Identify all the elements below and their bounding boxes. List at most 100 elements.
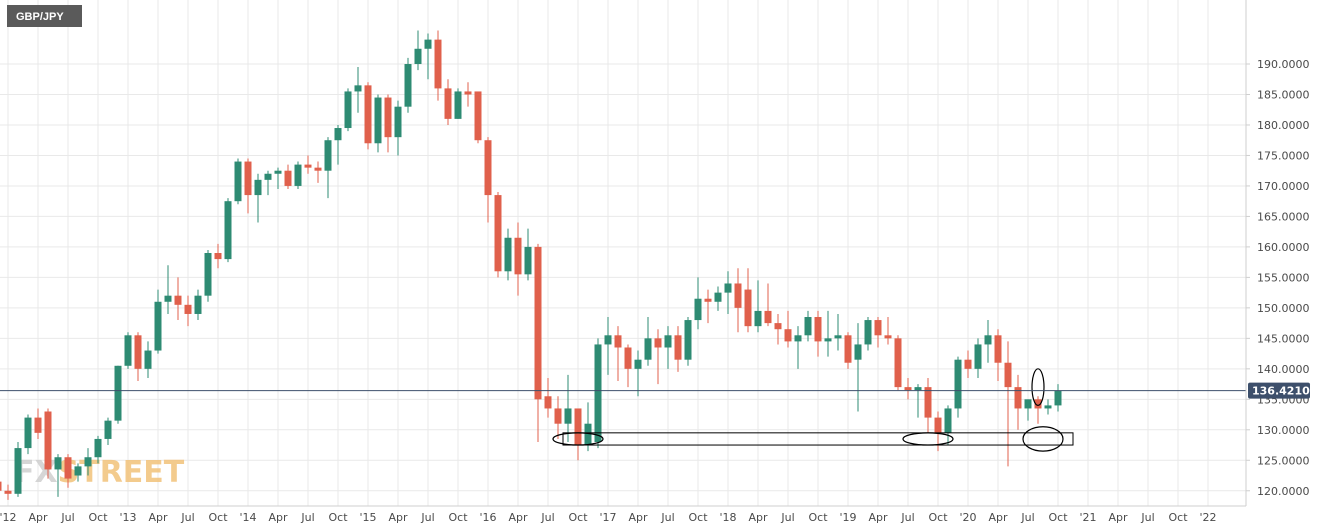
- candle-body: [384, 97, 392, 138]
- x-tick-label: Oct: [688, 511, 708, 524]
- candle-body: [774, 323, 782, 330]
- x-tick-label: Jul: [60, 511, 74, 524]
- x-tick-label: Apr: [1108, 511, 1128, 524]
- candle-body: [494, 195, 502, 272]
- candle-body: [854, 344, 862, 360]
- candle-body: [784, 329, 792, 342]
- candle-body: [844, 335, 852, 363]
- x-tick-label: Oct: [448, 511, 468, 524]
- x-tick-label: Apr: [148, 511, 168, 524]
- x-tick-label: Apr: [508, 511, 528, 524]
- gridlines: [0, 0, 1246, 506]
- candle-body: [124, 335, 132, 366]
- candle-body: [104, 420, 112, 439]
- candle-body: [984, 335, 992, 345]
- x-tick-label: Apr: [868, 511, 888, 524]
- x-tick-label: Jul: [1140, 511, 1154, 524]
- x-tick-label: Oct: [1168, 511, 1188, 524]
- y-tick-label: 140.0000: [1257, 363, 1310, 376]
- candle-body: [914, 387, 922, 391]
- y-tick-label: 120.0000: [1257, 485, 1310, 498]
- last-price-badge-bg: [1248, 382, 1310, 399]
- candle-body: [204, 253, 212, 296]
- candle-body: [734, 283, 742, 308]
- price-axis: 120.0000125.0000130.0000135.0000140.0000…: [1246, 58, 1310, 498]
- x-tick-label: Oct: [208, 511, 228, 524]
- candle-body: [394, 106, 402, 138]
- candle-body: [614, 335, 622, 348]
- x-tick-label: Jul: [900, 511, 914, 524]
- candle-body: [14, 448, 22, 494]
- x-tick-label: '19: [839, 511, 856, 524]
- candle-body: [34, 417, 42, 433]
- x-tick-label: '20: [959, 511, 976, 524]
- candle-body: [214, 253, 222, 260]
- candle-body: [924, 387, 932, 418]
- highlight-ellipse: [902, 432, 954, 446]
- candle-body: [1024, 399, 1032, 409]
- candle-body: [294, 164, 302, 186]
- highlight-ellipse: [1031, 368, 1045, 407]
- watermark: FXSTREET: [14, 455, 185, 490]
- x-tick-label: Oct: [928, 511, 948, 524]
- candle-body: [804, 317, 812, 336]
- candle-body: [574, 408, 582, 446]
- candle-body: [884, 335, 892, 339]
- candle-body: [534, 246, 542, 400]
- candle-body: [714, 292, 722, 302]
- candle-body: [544, 396, 552, 409]
- candle-body: [474, 91, 482, 141]
- x-tick-label: Apr: [388, 511, 408, 524]
- candle-body: [684, 320, 692, 360]
- last-price-badge: 136.4210: [1248, 382, 1310, 399]
- candle-body: [434, 39, 442, 89]
- candle-body: [304, 164, 312, 168]
- candle-body: [64, 457, 72, 479]
- x-tick-label: Jul: [660, 511, 674, 524]
- highlight-ellipse: [1022, 426, 1064, 452]
- candle-body: [4, 490, 12, 494]
- y-tick-label: 130.0000: [1257, 424, 1310, 437]
- candle-body: [114, 365, 122, 421]
- y-tick-label: 150.0000: [1257, 302, 1310, 315]
- x-tick-label: '17: [599, 511, 616, 524]
- y-tick-label: 170.0000: [1257, 180, 1310, 193]
- candle-body: [824, 338, 832, 342]
- x-tick-label: Jul: [180, 511, 194, 524]
- candles: [0, 30, 1062, 500]
- candle-body: [94, 438, 102, 458]
- candle-body: [224, 201, 232, 260]
- symbol-tag: GBP/JPY: [7, 5, 82, 27]
- candle-body: [454, 91, 462, 119]
- candle-body: [974, 344, 982, 369]
- candle-body: [364, 85, 372, 144]
- y-tick-label: 145.0000: [1257, 332, 1310, 345]
- candle-body: [934, 417, 942, 433]
- candle-body: [404, 64, 412, 107]
- candle-body: [1004, 362, 1012, 388]
- candle-body: [374, 97, 382, 144]
- candle-body: [274, 170, 282, 174]
- candle-body: [464, 91, 472, 95]
- candle-body: [834, 335, 842, 339]
- y-tick-label: 165.0000: [1257, 210, 1310, 223]
- candle-body: [0, 481, 2, 491]
- x-tick-label: Oct: [328, 511, 348, 524]
- x-tick-label: Oct: [568, 511, 588, 524]
- candle-body: [324, 140, 332, 171]
- watermark-text: FXSTREET: [14, 455, 185, 490]
- time-axis: '12 Apr Jul Oct '13 Apr Jul Oct '14 Apr Jul Oct '15 A…: [0, 511, 1217, 524]
- candle-body: [814, 317, 822, 342]
- candle-body: [904, 387, 912, 391]
- candle-body: [654, 338, 662, 348]
- candle-body: [604, 335, 612, 345]
- candle-body: [894, 338, 902, 388]
- candle-body: [584, 423, 592, 446]
- candle-body: [54, 457, 62, 470]
- candle-body: [794, 335, 802, 342]
- x-tick-label: Jul: [540, 511, 554, 524]
- candle-body: [24, 417, 32, 449]
- symbol-label: GBP/JPY: [16, 11, 64, 23]
- candle-body: [1014, 387, 1022, 409]
